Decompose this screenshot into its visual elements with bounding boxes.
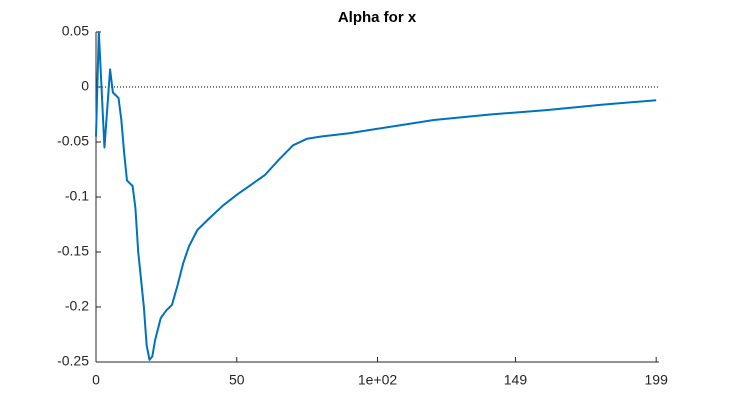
data-line bbox=[95, 31, 657, 361]
x-tick-label: 50 bbox=[229, 372, 245, 388]
y-tick-label: 0 bbox=[81, 78, 89, 94]
x-tick-label: 199 bbox=[645, 372, 669, 388]
y-tick-label: -0.05 bbox=[57, 133, 89, 149]
chart-title: Alpha for x bbox=[338, 9, 417, 26]
x-tick-label: 0 bbox=[92, 372, 100, 388]
y-tick-label: -0.1 bbox=[65, 188, 89, 204]
y-tick-label: -0.15 bbox=[57, 243, 89, 259]
y-tick-label: -0.2 bbox=[65, 298, 89, 314]
x-tick-label: 1e+02 bbox=[358, 372, 398, 388]
y-tick-label: -0.25 bbox=[57, 353, 89, 369]
x-tick-label: 149 bbox=[504, 372, 528, 388]
y-tick-label: 0.05 bbox=[62, 23, 89, 39]
